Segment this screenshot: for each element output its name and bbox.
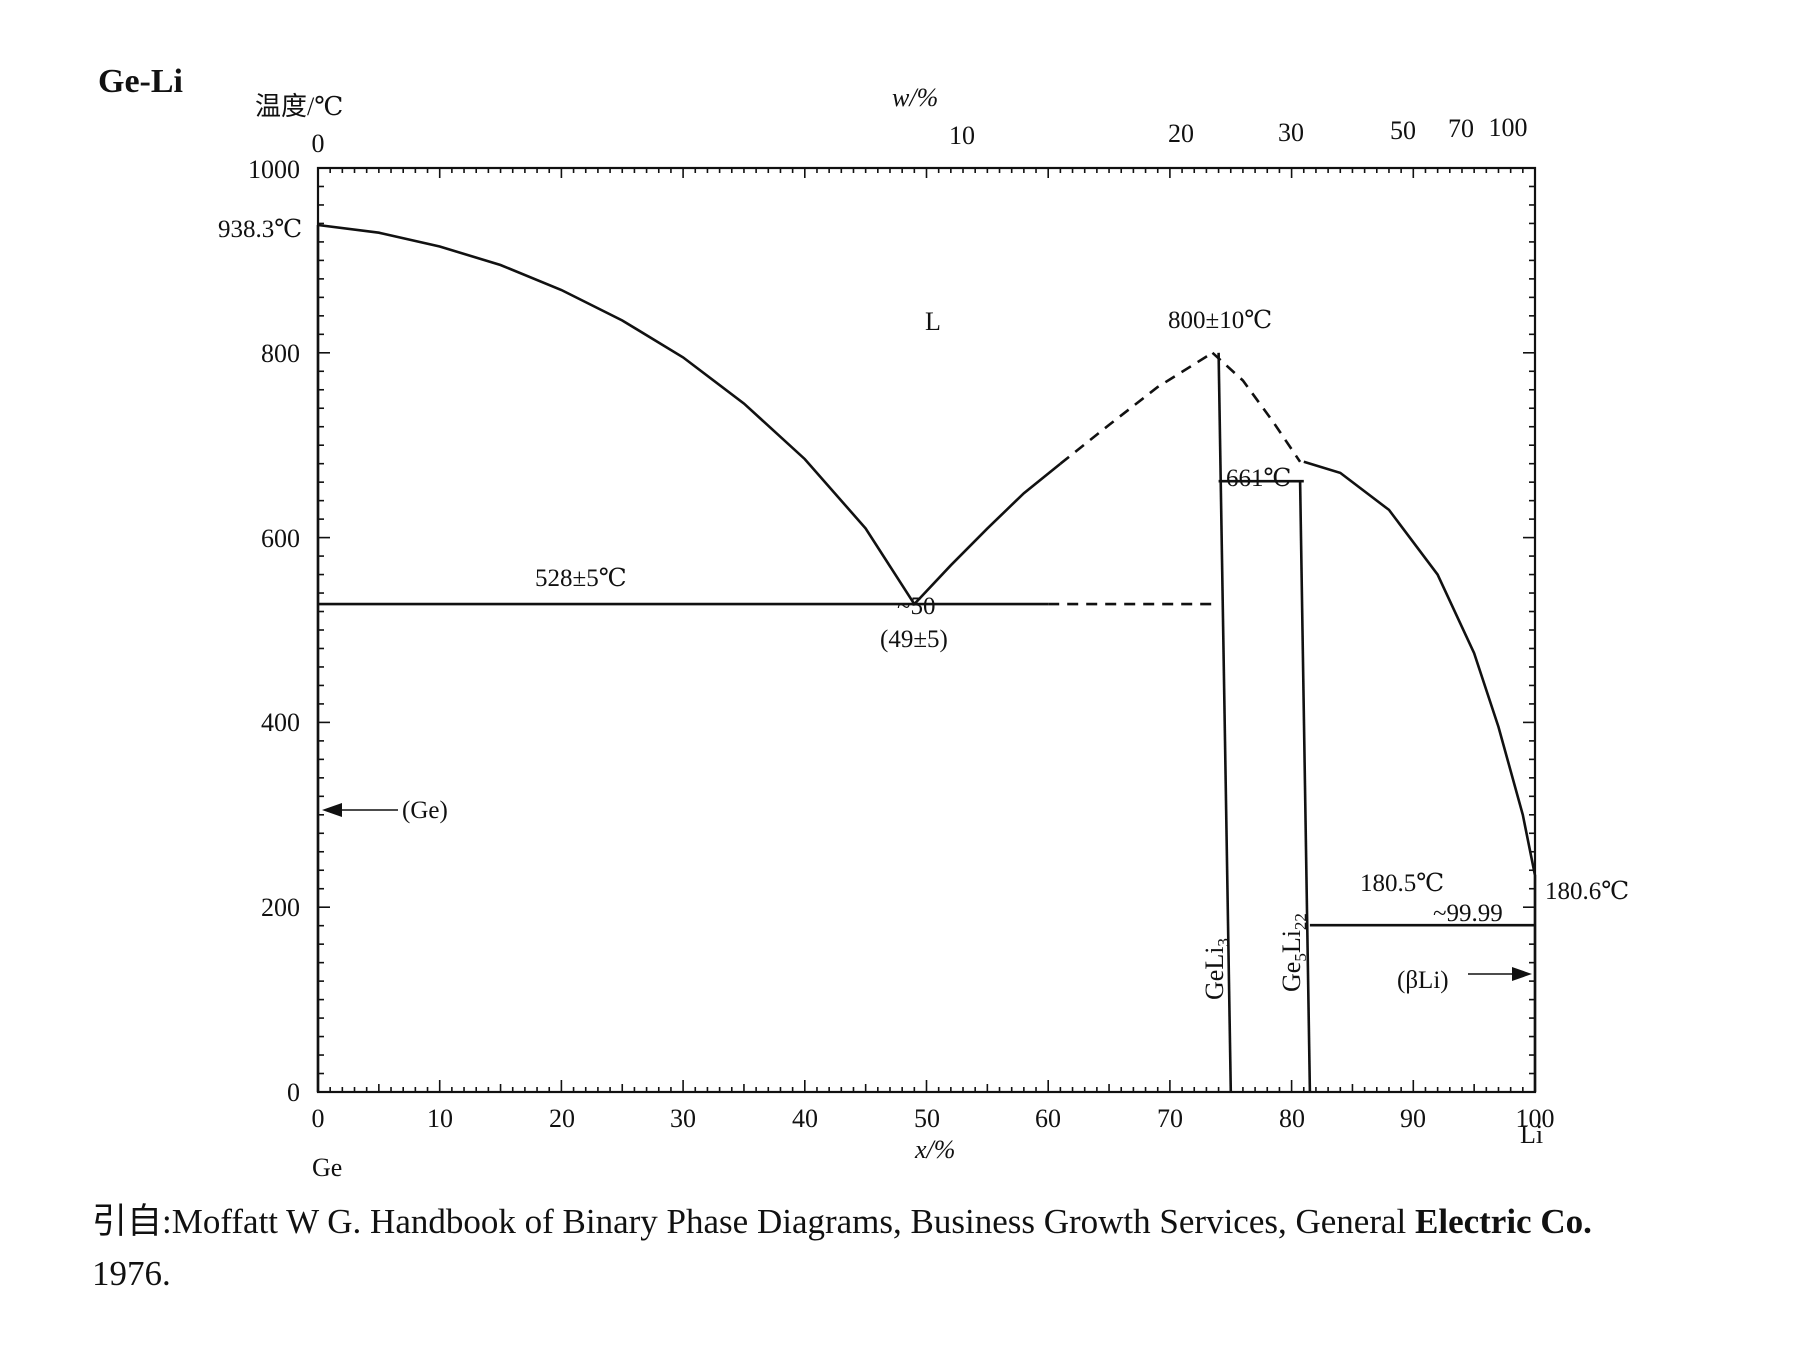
y-tick-label: 800 bbox=[261, 339, 300, 368]
arrow-beta-li bbox=[1468, 967, 1532, 981]
top-tick-label: 50 bbox=[1390, 116, 1416, 145]
compound-label-ge5li22: Ge5Li22 bbox=[1277, 913, 1310, 992]
source-text: Moffatt W G. Handbook of Binary Phase Di… bbox=[171, 1202, 1415, 1241]
y-tick-label: 1000 bbox=[248, 155, 300, 184]
top-tick-label: 10 bbox=[949, 121, 975, 150]
top-tick-label: 0 bbox=[312, 129, 325, 158]
source-prefix: 引自: bbox=[92, 1202, 172, 1241]
annotation-li-eutectic-comp: ~99.99 bbox=[1433, 900, 1503, 927]
annotation-peritectic: 661℃ bbox=[1226, 465, 1291, 492]
source-publisher: Electric Co. bbox=[1415, 1202, 1592, 1241]
annotation-liquid: L bbox=[925, 307, 941, 336]
chart-title: Ge-Li bbox=[98, 63, 183, 100]
phase-line-liquidus-geli3 bbox=[913, 462, 1062, 605]
y-tick-label: 600 bbox=[261, 524, 300, 553]
x-tick-label: 50 bbox=[914, 1104, 940, 1133]
right-element-label: Li bbox=[1520, 1120, 1543, 1149]
x-tick-label: 100 bbox=[1516, 1104, 1555, 1133]
top-tick-label: 30 bbox=[1278, 118, 1304, 147]
source-line-1: 引自:Moffatt W G. Handbook of Binary Phase… bbox=[92, 1196, 1592, 1248]
phase-line-liquidus-ge bbox=[317, 223, 916, 605]
annotation-beta-li: (βLi) bbox=[1397, 967, 1449, 994]
top-tick-label: 70 bbox=[1448, 114, 1474, 143]
x-tick-labels: 0 10 20 30 40 50 60 70 80 90 100 bbox=[312, 1104, 1555, 1133]
phase-line-liquidus-geli3-dashed bbox=[1059, 351, 1214, 465]
y-tick-label: 0 bbox=[287, 1078, 300, 1107]
x-tick-label: 40 bbox=[792, 1104, 818, 1133]
x-tick-label: 0 bbox=[312, 1104, 325, 1133]
phase-line-liquidus-ge5li22-dashed bbox=[1211, 351, 1302, 463]
annotation-li-melting: 180.6℃ bbox=[1545, 878, 1629, 905]
x-tick-label: 30 bbox=[670, 1104, 696, 1133]
annotation-geli3-melting: 800±10℃ bbox=[1168, 307, 1272, 334]
top-tick-labels: 0 10 20 30 50 70 100 bbox=[312, 113, 1528, 158]
x-tick-label: 90 bbox=[1400, 1104, 1426, 1133]
annotation-li-eutectic: 180.5℃ bbox=[1360, 870, 1444, 897]
source-line-2: 1976. bbox=[92, 1254, 171, 1293]
compound-label-geli3: GeLi3 bbox=[1200, 938, 1233, 1000]
annotation-eutectic-temp: 528±5℃ bbox=[535, 565, 627, 592]
y-tick-label: 200 bbox=[261, 893, 300, 922]
phase-line-GeLi3-line bbox=[1217, 352, 1233, 1093]
y-tick-label: 400 bbox=[261, 708, 300, 737]
phase-line-liquidus-li bbox=[1303, 460, 1537, 876]
left-element-label: Ge bbox=[312, 1153, 342, 1182]
x-tick-label: 20 bbox=[549, 1104, 575, 1133]
x-tick-label: 60 bbox=[1035, 1104, 1061, 1133]
top-tick-label: 100 bbox=[1489, 113, 1528, 142]
annotation-ge-melting: 938.3℃ bbox=[218, 216, 302, 243]
x-tick-label: 70 bbox=[1157, 1104, 1183, 1133]
annotation-eutectic-comp-range: (49±5) bbox=[880, 626, 948, 653]
phase-line-Ge5Li22-line bbox=[1298, 481, 1312, 1093]
y-axis-label: 温度/℃ bbox=[255, 92, 343, 121]
source-citation: 引自:Moffatt W G. Handbook of Binary Phase… bbox=[92, 1196, 1592, 1300]
x-tick-label: 80 bbox=[1279, 1104, 1305, 1133]
arrow-ge bbox=[322, 803, 398, 817]
x-tick-label: 10 bbox=[427, 1104, 453, 1133]
top-axis-label: w/% bbox=[892, 83, 938, 112]
annotation-eutectic-comp: ~50 bbox=[897, 593, 936, 620]
annotation-ge-solid: (Ge) bbox=[402, 797, 448, 824]
top-tick-label: 20 bbox=[1168, 119, 1194, 148]
x-axis-label: x/% bbox=[914, 1135, 955, 1164]
y-tick-labels: 0 200 400 600 800 1000 bbox=[248, 155, 300, 1107]
